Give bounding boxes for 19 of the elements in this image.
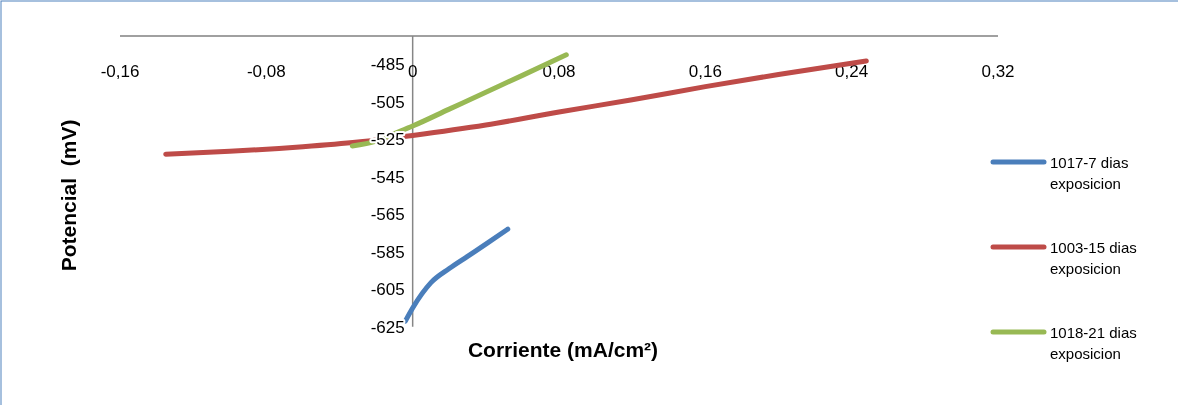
x-tick-label: -0,08 [246, 62, 286, 81]
x-tick-label: -0,16 [100, 62, 140, 81]
x-axis-title: Corriente (mA/cm²) [467, 338, 659, 361]
y-tick-label: -485 [370, 55, 405, 75]
x-tick-label: 0,08 [542, 62, 576, 81]
y-tick-label: -525 [370, 130, 405, 150]
y-tick-label: -585 [370, 242, 405, 262]
x-tick-label: 0 [407, 62, 418, 81]
y-axis-title: Potencial (mV) [57, 119, 80, 272]
y-tick-label: -505 [370, 92, 405, 112]
y-tick-label: -565 [370, 205, 405, 225]
legend-label: 1003-15 dias exposicion [1050, 239, 1137, 277]
legend-label: 1018-21 dias exposicion [1050, 324, 1137, 362]
y-tick-label: -545 [370, 167, 405, 187]
y-tick-label: -605 [370, 280, 405, 300]
x-tick-label: 0,16 [688, 62, 722, 81]
y-tick-label: -625 [370, 317, 405, 337]
legend-label: 1017-7 dias exposicion [1050, 154, 1129, 192]
x-tick-label: 0,32 [981, 62, 1015, 81]
